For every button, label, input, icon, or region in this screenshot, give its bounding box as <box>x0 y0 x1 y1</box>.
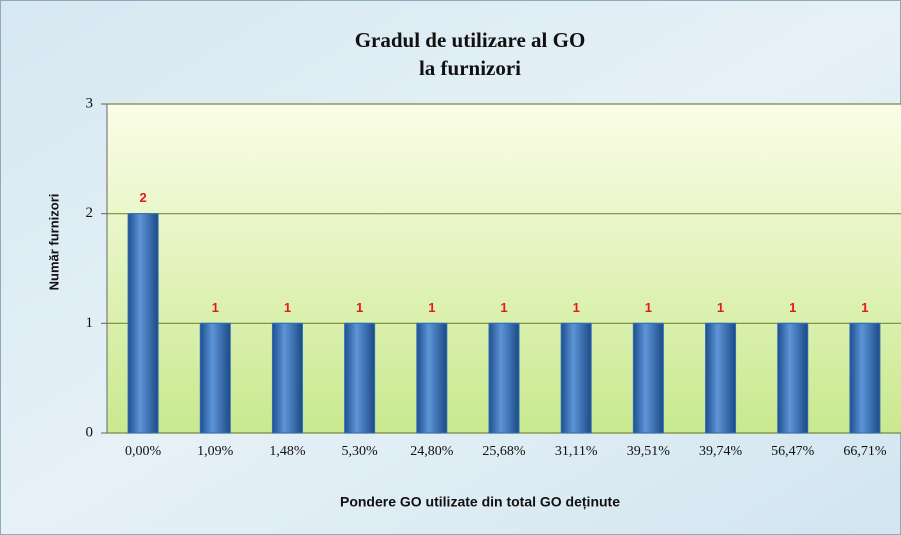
data-label: 1 <box>284 300 291 315</box>
bar <box>344 322 376 434</box>
data-label: 1 <box>789 300 796 315</box>
data-label: 1 <box>212 300 219 315</box>
bar <box>705 322 737 434</box>
data-label: 1 <box>645 300 652 315</box>
bar <box>127 213 159 434</box>
bar <box>849 322 881 434</box>
bar <box>271 322 303 434</box>
x-tick-label: 66,71% <box>843 444 887 459</box>
bar <box>488 322 520 434</box>
data-label: 1 <box>861 300 868 315</box>
x-tick-label: 56,47% <box>771 444 815 459</box>
x-tick-label: 24,80% <box>410 444 454 459</box>
bar <box>416 322 448 434</box>
bar <box>560 322 592 434</box>
data-label: 2 <box>139 190 146 205</box>
data-label: 1 <box>356 300 363 315</box>
y-tick-label: 0 <box>86 424 94 440</box>
data-label: 1 <box>500 300 507 315</box>
x-tick-label: 5,30% <box>342 444 379 459</box>
x-tick-label: 39,51% <box>627 444 671 459</box>
x-axis-label: Pondere GO utilizate din total GO deținu… <box>340 494 620 510</box>
x-tick-label: 1,09% <box>197 444 234 459</box>
y-tick-label: 1 <box>86 315 94 331</box>
chart-title: la furnizori <box>419 56 521 80</box>
chart-title: Gradul de utilizare al GO <box>355 28 586 52</box>
x-tick-label: 1,48% <box>269 444 306 459</box>
x-tick-label: 39,74% <box>699 444 743 459</box>
bar <box>199 322 231 434</box>
y-tick-label: 2 <box>86 205 94 221</box>
data-label: 1 <box>428 300 435 315</box>
bar <box>777 322 809 434</box>
data-label: 1 <box>717 300 724 315</box>
y-axis-label: Număr furnizori <box>46 194 61 291</box>
bar <box>632 322 664 434</box>
x-tick-label: 0,00% <box>125 444 162 459</box>
data-label: 1 <box>573 300 580 315</box>
x-tick-label: 25,68% <box>482 444 526 459</box>
x-tick-label: 31,11% <box>555 444 598 459</box>
y-tick-label: 3 <box>86 95 94 111</box>
